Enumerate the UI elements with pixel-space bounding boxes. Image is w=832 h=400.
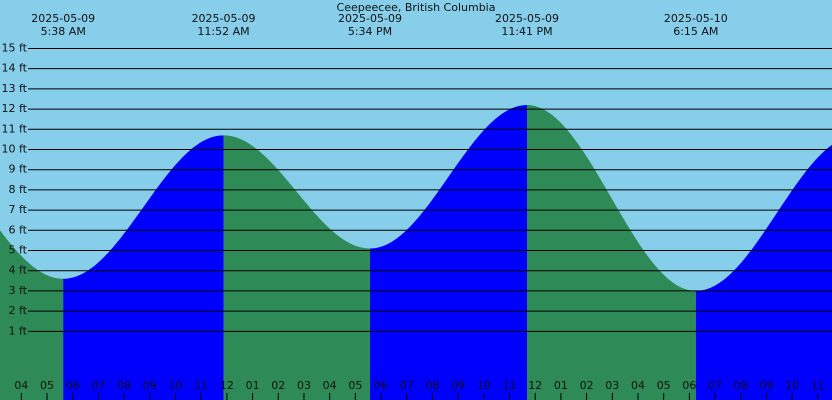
extreme-time: 5:34 PM (348, 25, 392, 38)
x-tick-label: 09 (759, 379, 773, 392)
y-tick-label: 7 ft (9, 203, 28, 216)
x-tick-label: 10 (477, 379, 491, 392)
x-tick-label: 07 (91, 379, 105, 392)
x-tick-label: 03 (297, 379, 311, 392)
x-tick-label: 10 (785, 379, 799, 392)
x-tick-label: 08 (734, 379, 748, 392)
extreme-time: 5:38 AM (41, 25, 86, 38)
x-tick-label: 07 (708, 379, 722, 392)
extreme-time: 11:41 PM (501, 25, 552, 38)
y-tick-label: 15 ft (2, 41, 28, 54)
x-tick-label: 02 (271, 379, 285, 392)
extreme-date: 2025-05-09 (338, 12, 402, 25)
y-tick-label: 12 ft (2, 102, 28, 115)
x-tick-label: 08 (425, 379, 439, 392)
chart-title: Ceepeecee, British Columbia (337, 1, 496, 14)
x-tick-label: 06 (66, 379, 80, 392)
tide-segment (0, 230, 64, 400)
x-tick-label: 09 (451, 379, 465, 392)
tide-segment (370, 105, 527, 400)
y-tick-label: 9 ft (9, 163, 28, 176)
x-tick-label: 10 (168, 379, 182, 392)
y-tick-label: 3 ft (9, 284, 28, 297)
y-tick-label: 4 ft (9, 264, 28, 277)
x-tick-label: 04 (631, 379, 645, 392)
extreme-time: 6:15 AM (673, 25, 718, 38)
x-tick-label: 03 (605, 379, 619, 392)
x-tick-label: 05 (40, 379, 54, 392)
x-tick-label: 12 (528, 379, 542, 392)
y-tick-label: 8 ft (9, 183, 28, 196)
x-tick-label: 09 (143, 379, 157, 392)
x-tick-label: 07 (400, 379, 414, 392)
x-tick-label: 05 (657, 379, 671, 392)
x-tick-label: 06 (682, 379, 696, 392)
extreme-date: 2025-05-09 (192, 12, 256, 25)
extreme-time: 11:52 AM (197, 25, 249, 38)
x-tick-label: 11 (811, 379, 825, 392)
y-tick-label: 14 ft (2, 62, 28, 75)
y-tick-label: 13 ft (2, 82, 28, 95)
y-tick-label: 6 ft (9, 223, 28, 236)
x-tick-label: 11 (194, 379, 208, 392)
tide-segment (527, 105, 696, 400)
x-tick-label: 01 (246, 379, 260, 392)
extreme-date: 2025-05-09 (31, 12, 95, 25)
x-tick-label: 05 (348, 379, 362, 392)
tide-segment (63, 135, 224, 400)
x-tick-label: 11 (503, 379, 517, 392)
x-tick-label: 01 (554, 379, 568, 392)
tide-area (0, 105, 832, 400)
y-tick-label: 10 ft (2, 142, 28, 155)
x-tick-label: 06 (374, 379, 388, 392)
x-tick-label: 04 (323, 379, 337, 392)
extreme-date: 2025-05-09 (495, 12, 559, 25)
extreme-date: 2025-05-10 (664, 12, 728, 25)
x-tick-label: 08 (117, 379, 131, 392)
y-tick-label: 1 ft (9, 324, 28, 337)
y-tick-label: 2 ft (9, 304, 28, 317)
tide-segment (223, 135, 371, 400)
x-tick-label: 04 (14, 379, 28, 392)
tide-segment (695, 144, 832, 400)
overlay: 1 ft 2 ft 3 ft 4 ft 5 ft 6 ft 7 ft 8 ft 9 ft 10 f… (2, 12, 832, 400)
y-tick-label: 11 ft (2, 122, 28, 135)
x-tick-label: 12 (220, 379, 234, 392)
x-tick-label: 02 (580, 379, 594, 392)
y-tick-label: 5 ft (9, 244, 28, 257)
